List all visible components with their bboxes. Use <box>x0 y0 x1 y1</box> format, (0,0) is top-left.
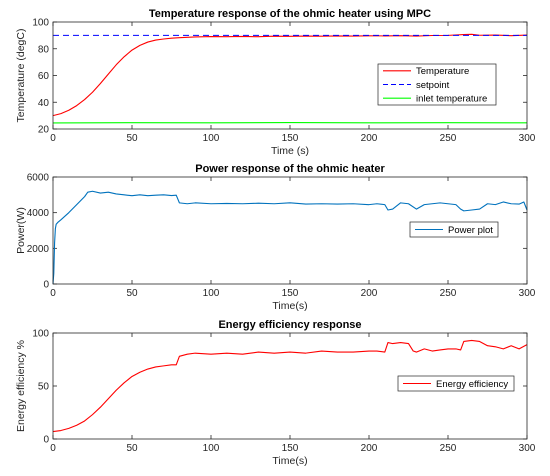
y-axis-label: Power(W) <box>15 207 27 254</box>
y-axis-label: Energy efficiency % <box>15 340 27 432</box>
chart-panel-1: Temperature response of the ohmic heater… <box>15 8 536 157</box>
chart-title: Temperature response of the ohmic heater… <box>149 8 431 20</box>
axes-box <box>52 21 528 130</box>
axes-box <box>52 332 528 440</box>
legend-label: Energy efficiency <box>436 379 508 390</box>
chart-panel-2: Power response of the ohmic heater 0 50 100… <box>15 163 536 312</box>
y-axis-label: Temperature (degC) <box>15 29 27 123</box>
legend-label: Temperature <box>416 66 469 77</box>
legend-label: inlet temperature <box>416 93 487 104</box>
x-tick-label: 100 <box>203 443 220 454</box>
legend: Energy efficiency <box>397 375 515 392</box>
x-tick-label: 50 <box>126 133 138 144</box>
x-tick-label: 300 <box>519 288 536 299</box>
x-tick-label: 0 <box>50 133 56 144</box>
x-tick-label: 0 <box>50 443 56 454</box>
legend-box <box>397 375 515 392</box>
legend-label: Power plot <box>448 225 493 236</box>
x-tick-label: 150 <box>282 443 299 454</box>
x-tick-label: 200 <box>361 288 378 299</box>
x-tick-label: 50 <box>126 443 138 454</box>
x-tick-label: 300 <box>519 133 536 144</box>
series-line-power-plot <box>52 190 528 285</box>
legend-label: setpoint <box>416 80 450 91</box>
y-tick-label: 0 <box>43 435 49 446</box>
series-line-energy-efficiency <box>52 339 528 433</box>
x-tick-label: 250 <box>440 288 457 299</box>
y-tick-label: 6000 <box>27 173 50 184</box>
y-tick-label: 2000 <box>27 244 50 255</box>
legend-box <box>409 221 499 238</box>
x-tick-label: 100 <box>203 133 220 144</box>
y-tick-label: 40 <box>38 98 50 109</box>
x-axis-label: Time(s) <box>272 300 307 312</box>
x-tick-label: 100 <box>203 288 220 299</box>
axes-box <box>52 176 528 285</box>
y-tick-label: 60 <box>38 71 50 82</box>
x-tick-label: 250 <box>440 443 457 454</box>
x-axis-label: Time (s) <box>271 145 309 157</box>
chart-title: Energy efficiency response <box>218 319 361 331</box>
y-tick-label: 100 <box>32 18 49 29</box>
x-axis-label: Time(s) <box>272 455 307 467</box>
y-tick-label: 80 <box>38 44 50 55</box>
y-tick-label: 20 <box>38 125 50 136</box>
x-tick-label: 200 <box>361 133 378 144</box>
y-tick-label: 4000 <box>27 208 50 219</box>
series-line-temperature <box>52 33 528 117</box>
x-tick-label: 200 <box>361 443 378 454</box>
x-tick-label: 0 <box>50 288 56 299</box>
x-tick-label: 300 <box>519 443 536 454</box>
y-tick-label: 50 <box>38 382 50 393</box>
chart-title: Power response of the ohmic heater <box>195 163 385 175</box>
x-tick-label: 50 <box>126 288 138 299</box>
legend: Power plot <box>409 221 499 238</box>
x-tick-label: 150 <box>282 288 299 299</box>
y-tick-label: 0 <box>43 280 49 291</box>
x-tick-label: 250 <box>440 133 457 144</box>
x-tick-label: 150 <box>282 133 299 144</box>
y-tick-label: 100 <box>32 329 49 340</box>
chart-panel-3: Energy efficiency response 0 50 100 150 200 25… <box>15 319 536 467</box>
legend: Temperature setpoint inlet temperature <box>377 63 497 106</box>
